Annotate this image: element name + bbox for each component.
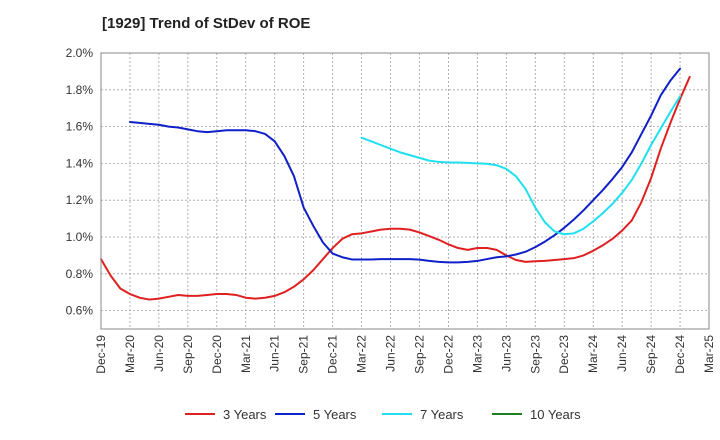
x-tick-label: Mar-25 [702,335,716,373]
legend-item-3-years: 3 Years [185,407,267,422]
legend-label: 7 Years [420,407,464,422]
legend-item-7-years: 7 Years [382,407,464,422]
y-tick-label: 1.2% [66,193,94,207]
x-tick-label: Jun-23 [499,335,513,372]
x-tick-label: Jun-21 [268,335,282,372]
x-tick-label: Dec-22 [441,335,455,374]
x-tick-label: Dec-24 [673,335,687,374]
grid-lines [100,52,710,329]
x-tick-label: Mar-20 [123,335,137,373]
legend-label: 10 Years [530,407,581,422]
y-tick-label: 2.0% [66,46,94,60]
x-tick-label: Sep-22 [412,335,426,374]
y-tick-label: 1.8% [66,83,94,97]
y-tick-label: 1.4% [66,156,94,170]
x-tick-label: Sep-20 [181,335,195,374]
x-tick-label: Sep-24 [644,335,658,374]
legend-item-5-years: 5 Years [275,407,357,422]
legend-label: 5 Years [313,407,357,422]
x-tick-label: Mar-24 [586,335,600,373]
legend: 3 Years 5 Years 7 Years 10 Years [185,407,581,422]
series-line-3-years [100,75,691,301]
x-tick-label: Dec-20 [210,335,224,374]
y-axis-ticks: 0.6% 0.8% 1.0% 1.2% 1.4% 1.6% 1.8% 2.0% [66,46,94,318]
x-tick-label: Sep-23 [528,335,542,374]
series-line-7-years [360,95,682,236]
chart-title: [1929] Trend of StDev of ROE [102,15,310,32]
y-tick-label: 0.8% [66,267,94,281]
x-tick-label: Mar-23 [470,335,484,373]
x-axis-ticks: Dec-19 Mar-20 Jun-20 Sep-20 Dec-20 Mar-21 Jun-… [94,335,716,374]
series-lines [100,67,691,301]
plot-frame [100,52,710,330]
x-tick-label: Jun-24 [615,335,629,372]
x-tick-label: Mar-21 [239,335,253,373]
legend-label: 3 Years [223,407,267,422]
legend-item-10-years: 10 Years [492,407,581,422]
x-tick-label: Dec-23 [557,335,571,374]
x-tick-label: Jun-20 [152,335,166,372]
x-tick-label: Jun-22 [384,335,398,372]
x-tick-label: Dec-21 [326,335,340,374]
x-tick-label: Sep-21 [297,335,311,374]
y-tick-label: 0.6% [66,304,94,318]
series-line-5-years [128,67,682,264]
y-tick-label: 1.6% [66,120,94,134]
x-tick-label: Dec-19 [94,335,108,374]
x-tick-label: Mar-22 [355,335,369,373]
y-tick-label: 1.0% [66,230,94,244]
